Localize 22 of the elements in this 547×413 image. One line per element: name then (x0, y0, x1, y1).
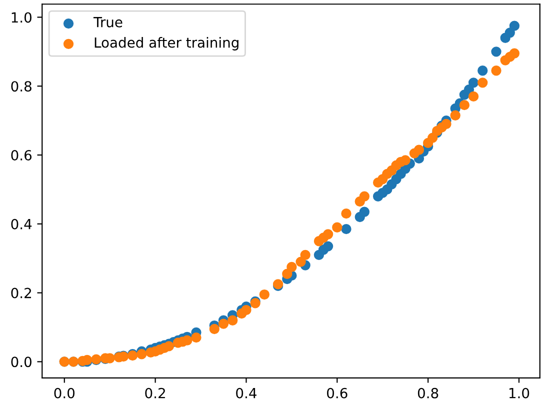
point (341, 224, 352, 234)
y-tick-label: 0.8 (11, 81, 32, 92)
y-tick-label: 0.0 (11, 356, 32, 368)
x-tick-label: 1.0 (509, 388, 530, 398)
x-tick-label: 0.8 (418, 388, 438, 398)
point (504, 28, 515, 38)
point (491, 46, 502, 57)
x-tick-label: 0.6 (327, 388, 348, 398)
y-tick-label: 0.6 (11, 150, 32, 160)
y-tick-label: 0.2 (11, 288, 32, 298)
point (359, 206, 370, 217)
point (322, 241, 334, 252)
legend-label: True (93, 17, 122, 28)
x-tick-label: 0.4 (236, 388, 256, 398)
y-tick-label: 1.0 (12, 12, 32, 23)
x-tick-label: 0.0 (54, 388, 75, 398)
point (478, 66, 488, 76)
point (509, 20, 520, 31)
point (468, 78, 479, 88)
y-tick-label: 0.4 (11, 218, 32, 230)
legend-label: Loaded after training (94, 37, 238, 50)
x-tick-label: 0.2 (145, 388, 165, 398)
